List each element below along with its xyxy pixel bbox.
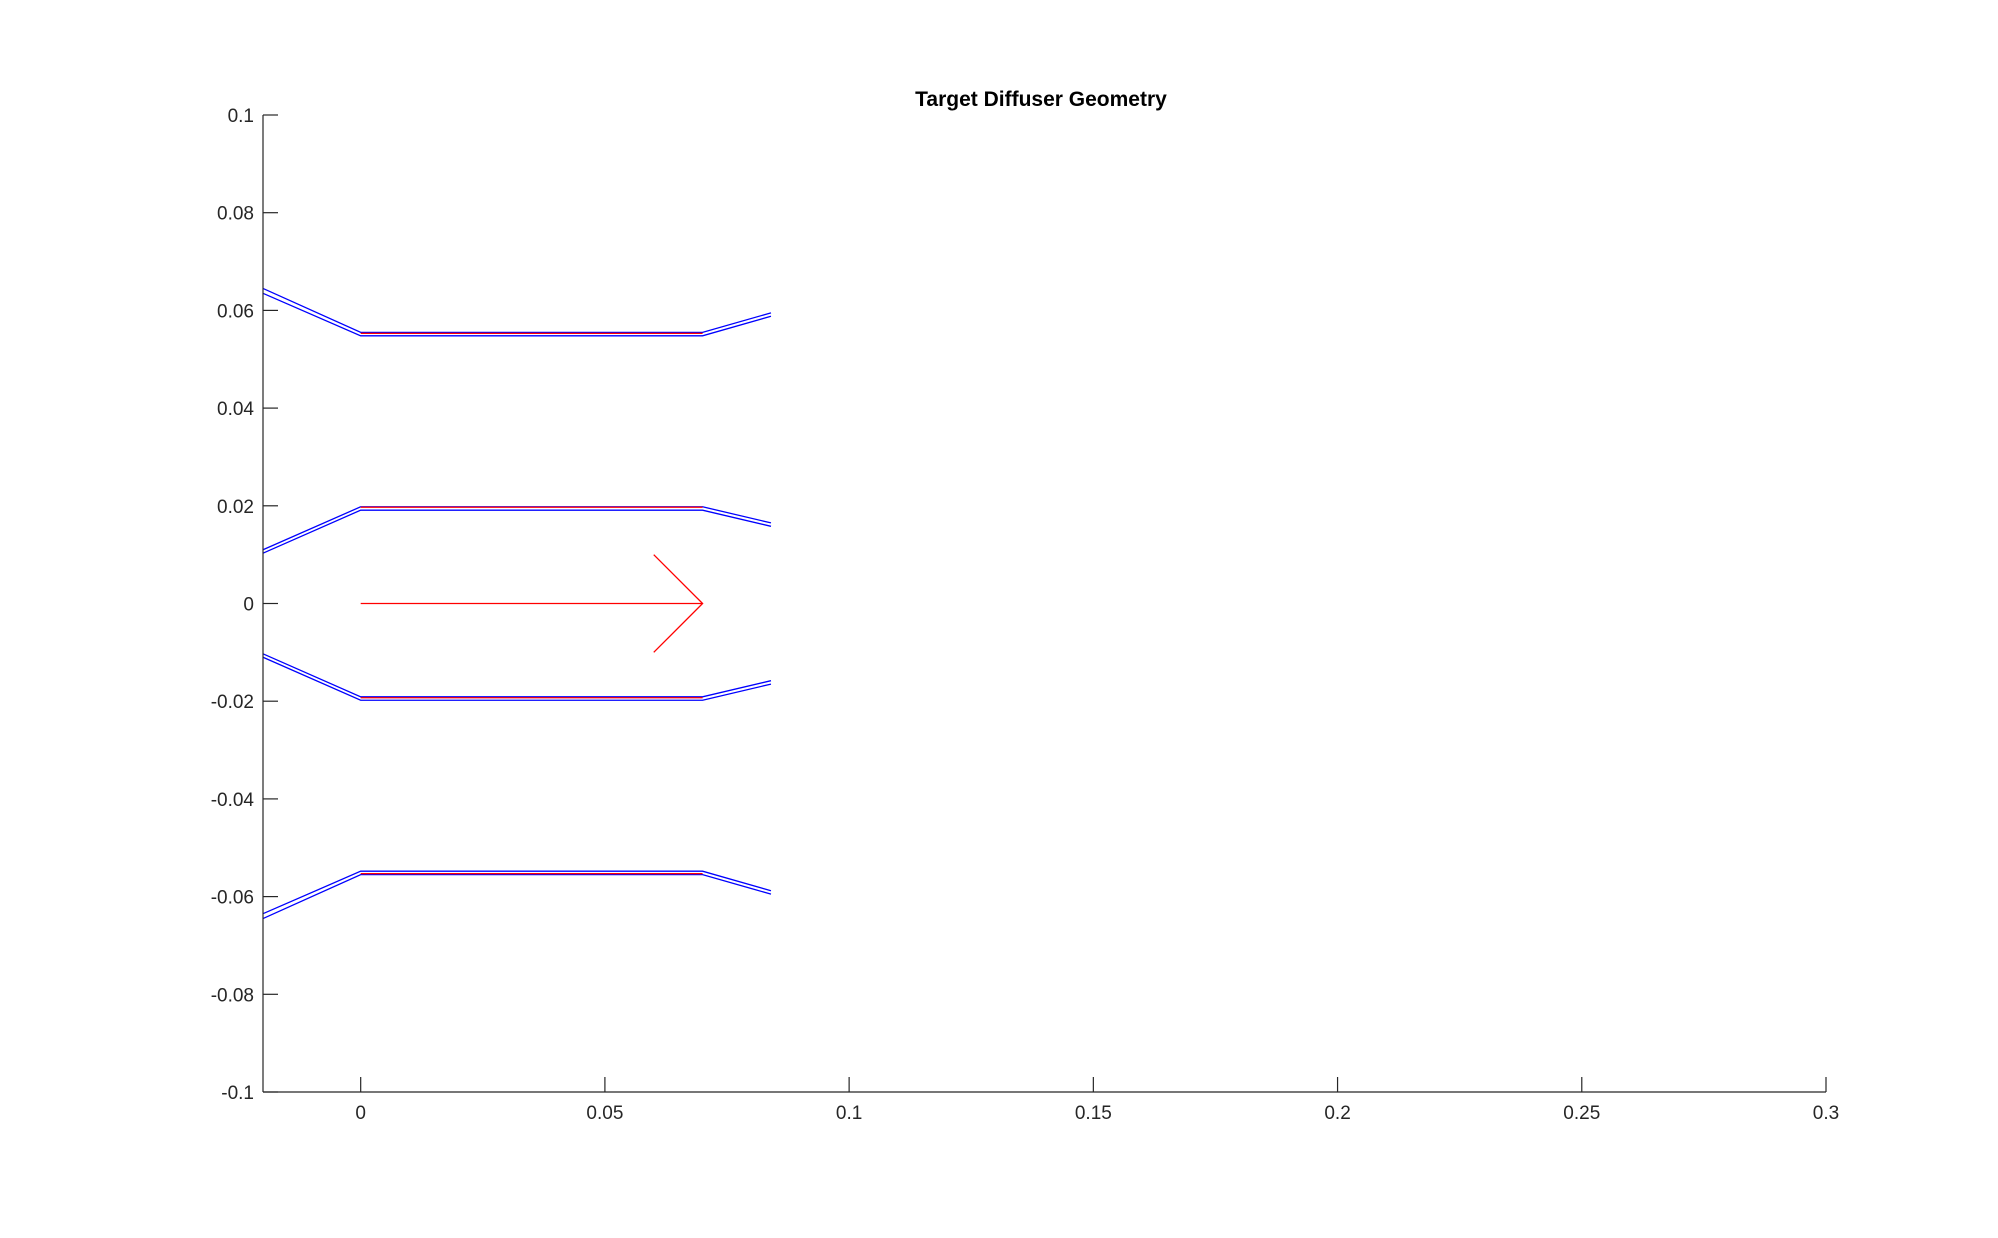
x-tick-label: 0.25 (1563, 1103, 1600, 1124)
x-tick-label: 0.3 (1813, 1103, 1839, 1124)
x-tick-label: 0.2 (1324, 1103, 1350, 1124)
series-line-7 (262, 870, 772, 915)
y-tick-label: 0.1 (228, 106, 254, 127)
series-line-4 (262, 509, 772, 554)
y-tick-label: -0.08 (211, 985, 254, 1006)
y-tick-label: 0.04 (217, 399, 254, 420)
series-line-6 (262, 656, 772, 701)
x-tick-label: 0 (355, 1103, 366, 1124)
y-tick-label: -0.06 (211, 888, 254, 909)
y-tick-label: -0.02 (211, 692, 254, 713)
x-tick-label: 0.05 (586, 1103, 623, 1124)
plot-lines (262, 287, 772, 920)
x-tick-label: 0.15 (1075, 1103, 1112, 1124)
chart-title: Target Diffuser Geometry (915, 88, 1167, 111)
series-line-8 (262, 873, 772, 920)
x-tick-label: 0.1 (836, 1103, 862, 1124)
axes: 0 0.05 0.1 0.15 0.2 0.25 0.3 0.1 0.08 0.06 0.04 0.0… (211, 106, 1840, 1124)
y-tick-label: 0.06 (217, 301, 254, 322)
y-tick-label: 0 (243, 595, 254, 616)
y-tick-label: 0.08 (217, 204, 254, 225)
series-line-2 (262, 292, 772, 337)
y-tick-label: -0.1 (221, 1083, 254, 1104)
y-tick-label: -0.04 (211, 790, 255, 811)
series-line-1 (262, 287, 772, 334)
series-line-14 (653, 554, 704, 653)
y-tick-label: 0.02 (217, 497, 254, 518)
series-line-5 (262, 653, 772, 698)
